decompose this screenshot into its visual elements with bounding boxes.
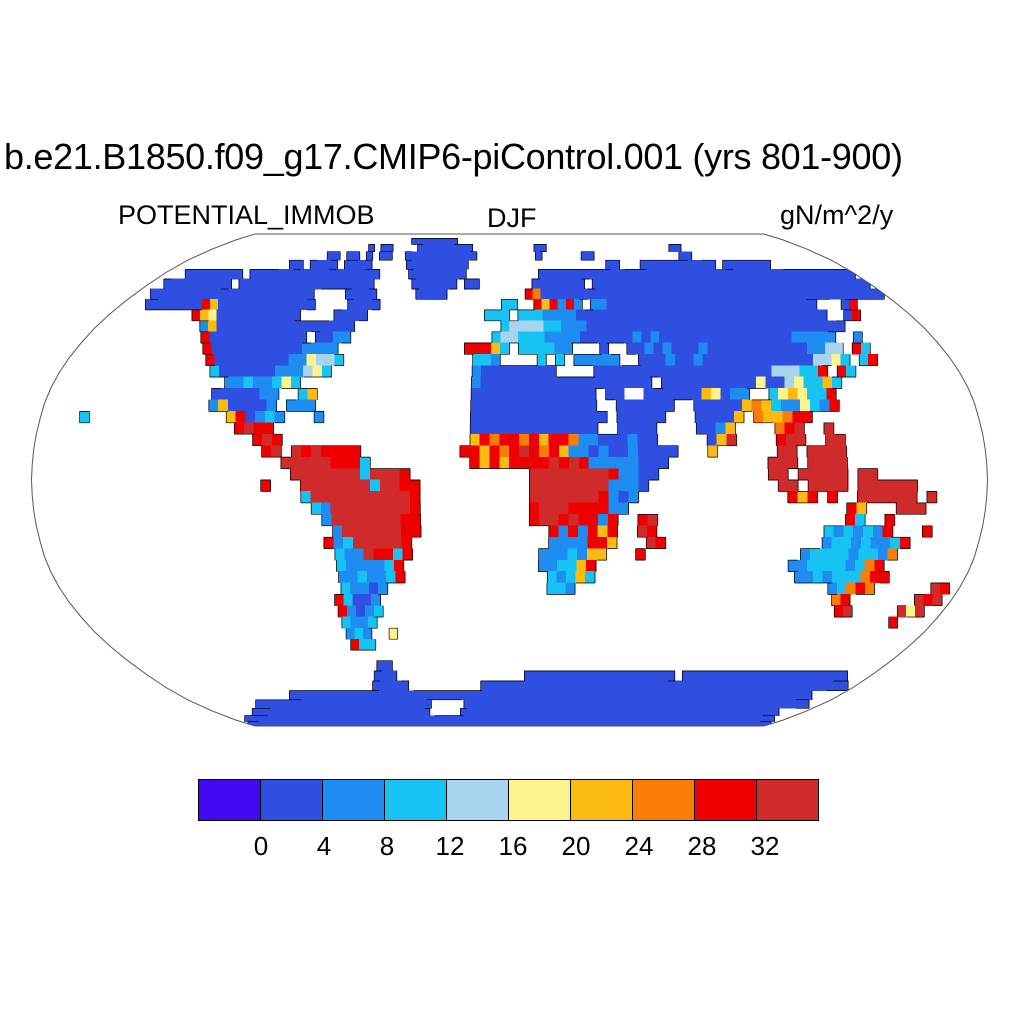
season-label: DJF [487, 203, 537, 233]
colorbar-tick-label: 24 [624, 831, 654, 861]
colorbar-tick-label: 8 [379, 831, 395, 861]
colorbar-labels: 0 4 8 12 16 20 24 28 32 [0, 831, 1024, 861]
colorbar-cell [632, 779, 695, 821]
colorbar-cell [570, 779, 633, 821]
colorbar-tick-label: 4 [316, 831, 332, 861]
colorbar-cell [198, 779, 261, 821]
variable-label: POTENTIAL_IMMOB [118, 200, 375, 230]
colorbar-cell [322, 779, 385, 821]
colorbar-tick-label: 0 [253, 831, 269, 861]
colorbar-tick-label: 20 [561, 831, 591, 861]
colorbar-cell [446, 779, 509, 821]
colorbar-cell [384, 779, 447, 821]
plot-title: b.e21.B1850.f09_g17.CMIP6-piControl.001 … [4, 136, 903, 177]
units-label: gN/m^2/y [780, 200, 894, 230]
colorbar-tick-label: 28 [687, 831, 717, 861]
colorbar-cell [260, 779, 323, 821]
colorbar-cell [694, 779, 757, 821]
colorbar-tick-label: 12 [435, 831, 465, 861]
colorbar-tick-label: 16 [498, 831, 528, 861]
colorbar-cell [508, 779, 571, 821]
colorbar-cell [756, 779, 819, 821]
colorbar-tick-label: 32 [750, 831, 780, 861]
colorbar [198, 779, 828, 821]
